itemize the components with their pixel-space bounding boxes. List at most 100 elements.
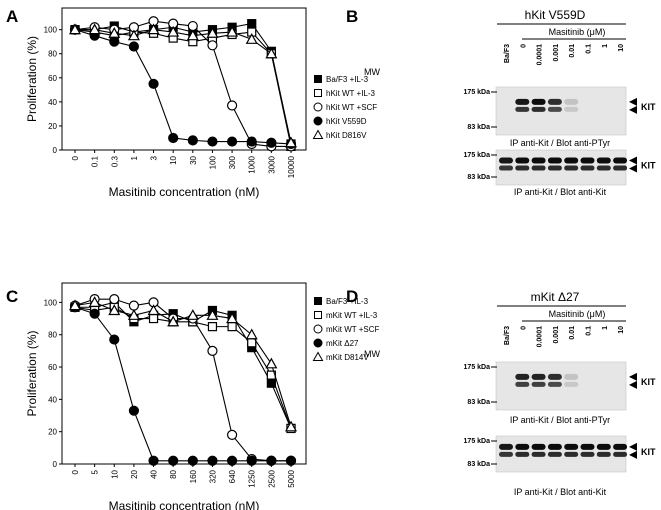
band <box>515 157 530 164</box>
lane-label: 0.001 <box>553 326 560 344</box>
legend-label: hKit WT +SCF <box>326 103 377 112</box>
point <box>109 36 120 47</box>
band <box>515 443 530 450</box>
x-tick-label: 10 <box>169 155 178 164</box>
point <box>108 304 121 316</box>
lane-label: Ba/F3 <box>504 44 511 63</box>
band <box>596 443 611 450</box>
x-tick-label: 3000 <box>267 155 276 173</box>
lane-label: 0.01 <box>569 326 576 340</box>
x-tick-label: 5000 <box>287 469 296 487</box>
x-tick-label: 640 <box>228 469 237 483</box>
y-tick-label: 60 <box>48 363 57 372</box>
treatment-label: Masitinib (μM) <box>549 27 606 37</box>
treatment-label: Masitinib (μM) <box>549 309 606 319</box>
band <box>564 106 579 112</box>
band <box>596 165 611 171</box>
point <box>207 40 218 51</box>
band <box>547 373 562 380</box>
band <box>613 165 628 171</box>
series-line <box>74 298 291 462</box>
point <box>148 313 159 324</box>
point <box>68 23 82 35</box>
panel-label: C <box>6 287 18 306</box>
band <box>580 165 595 171</box>
y-tick-label: 80 <box>48 331 57 340</box>
blot-title: mKit Δ27 <box>531 290 580 304</box>
band <box>531 373 546 380</box>
blot-title: hKit V559D <box>525 8 586 22</box>
mw-marker: 175 kDa <box>464 152 491 159</box>
point <box>187 20 198 32</box>
series-line <box>74 306 291 462</box>
mw-label: MW <box>364 67 380 77</box>
legend-marker <box>312 351 324 361</box>
band <box>531 451 546 457</box>
panel-label: A <box>6 7 18 26</box>
point <box>148 78 159 89</box>
point <box>187 135 198 146</box>
x-tick-label: 0 <box>71 469 80 474</box>
series-line <box>74 29 292 147</box>
point <box>226 25 239 37</box>
target-label: KIT <box>641 447 656 457</box>
point <box>148 455 159 466</box>
mw-marker: 83 kDa <box>467 399 490 406</box>
point <box>147 23 160 35</box>
legend-marker <box>314 311 322 319</box>
legend-label: mKit WT +SCF <box>326 325 380 334</box>
legend-marker <box>313 338 323 348</box>
lane-label: 10 <box>618 326 625 334</box>
lane-label: 0.0001 <box>537 326 544 348</box>
lane-label: 1 <box>602 326 609 330</box>
point <box>109 294 120 305</box>
lane-label: 0.1 <box>586 326 593 336</box>
x-tick-label: 30 <box>189 155 198 164</box>
band <box>531 381 546 387</box>
band <box>547 443 562 450</box>
point <box>68 299 82 311</box>
series-line <box>74 306 292 429</box>
band <box>499 451 513 457</box>
x-tick-label: 1 <box>130 155 139 160</box>
point <box>127 29 140 41</box>
legend-marker <box>312 129 324 139</box>
band <box>564 373 579 380</box>
point <box>226 429 238 441</box>
point <box>247 19 257 29</box>
arrow <box>629 450 637 459</box>
point <box>266 137 277 148</box>
band <box>564 165 579 171</box>
band <box>547 381 562 387</box>
legend-label: mKit D814V <box>326 353 369 362</box>
arrow <box>629 380 637 389</box>
x-tick-label: 2500 <box>267 469 276 487</box>
band <box>515 451 530 457</box>
point <box>226 455 238 466</box>
gel-caption: IP anti-Kit / Blot anti-Kit <box>514 187 607 197</box>
point <box>128 300 140 311</box>
band <box>564 381 579 387</box>
lane-label: 0.0001 <box>537 44 544 66</box>
point <box>147 304 160 316</box>
point <box>88 23 101 35</box>
band <box>531 165 546 171</box>
point <box>266 455 277 466</box>
band <box>547 451 562 457</box>
point <box>245 328 258 340</box>
y-tick-label: 80 <box>48 50 57 59</box>
band <box>499 157 513 164</box>
lane-label: 0.001 <box>553 44 560 62</box>
point <box>168 132 179 144</box>
y-tick-label: 20 <box>48 428 57 437</box>
band <box>580 157 595 164</box>
point <box>284 136 298 148</box>
legend-marker <box>314 297 322 305</box>
point <box>245 33 258 44</box>
band <box>531 106 546 112</box>
point <box>186 309 199 320</box>
point <box>207 345 218 356</box>
legend-label: Ba/F3 +IL-3 <box>326 75 369 84</box>
point <box>265 47 278 59</box>
target-label: KIT <box>641 102 656 112</box>
